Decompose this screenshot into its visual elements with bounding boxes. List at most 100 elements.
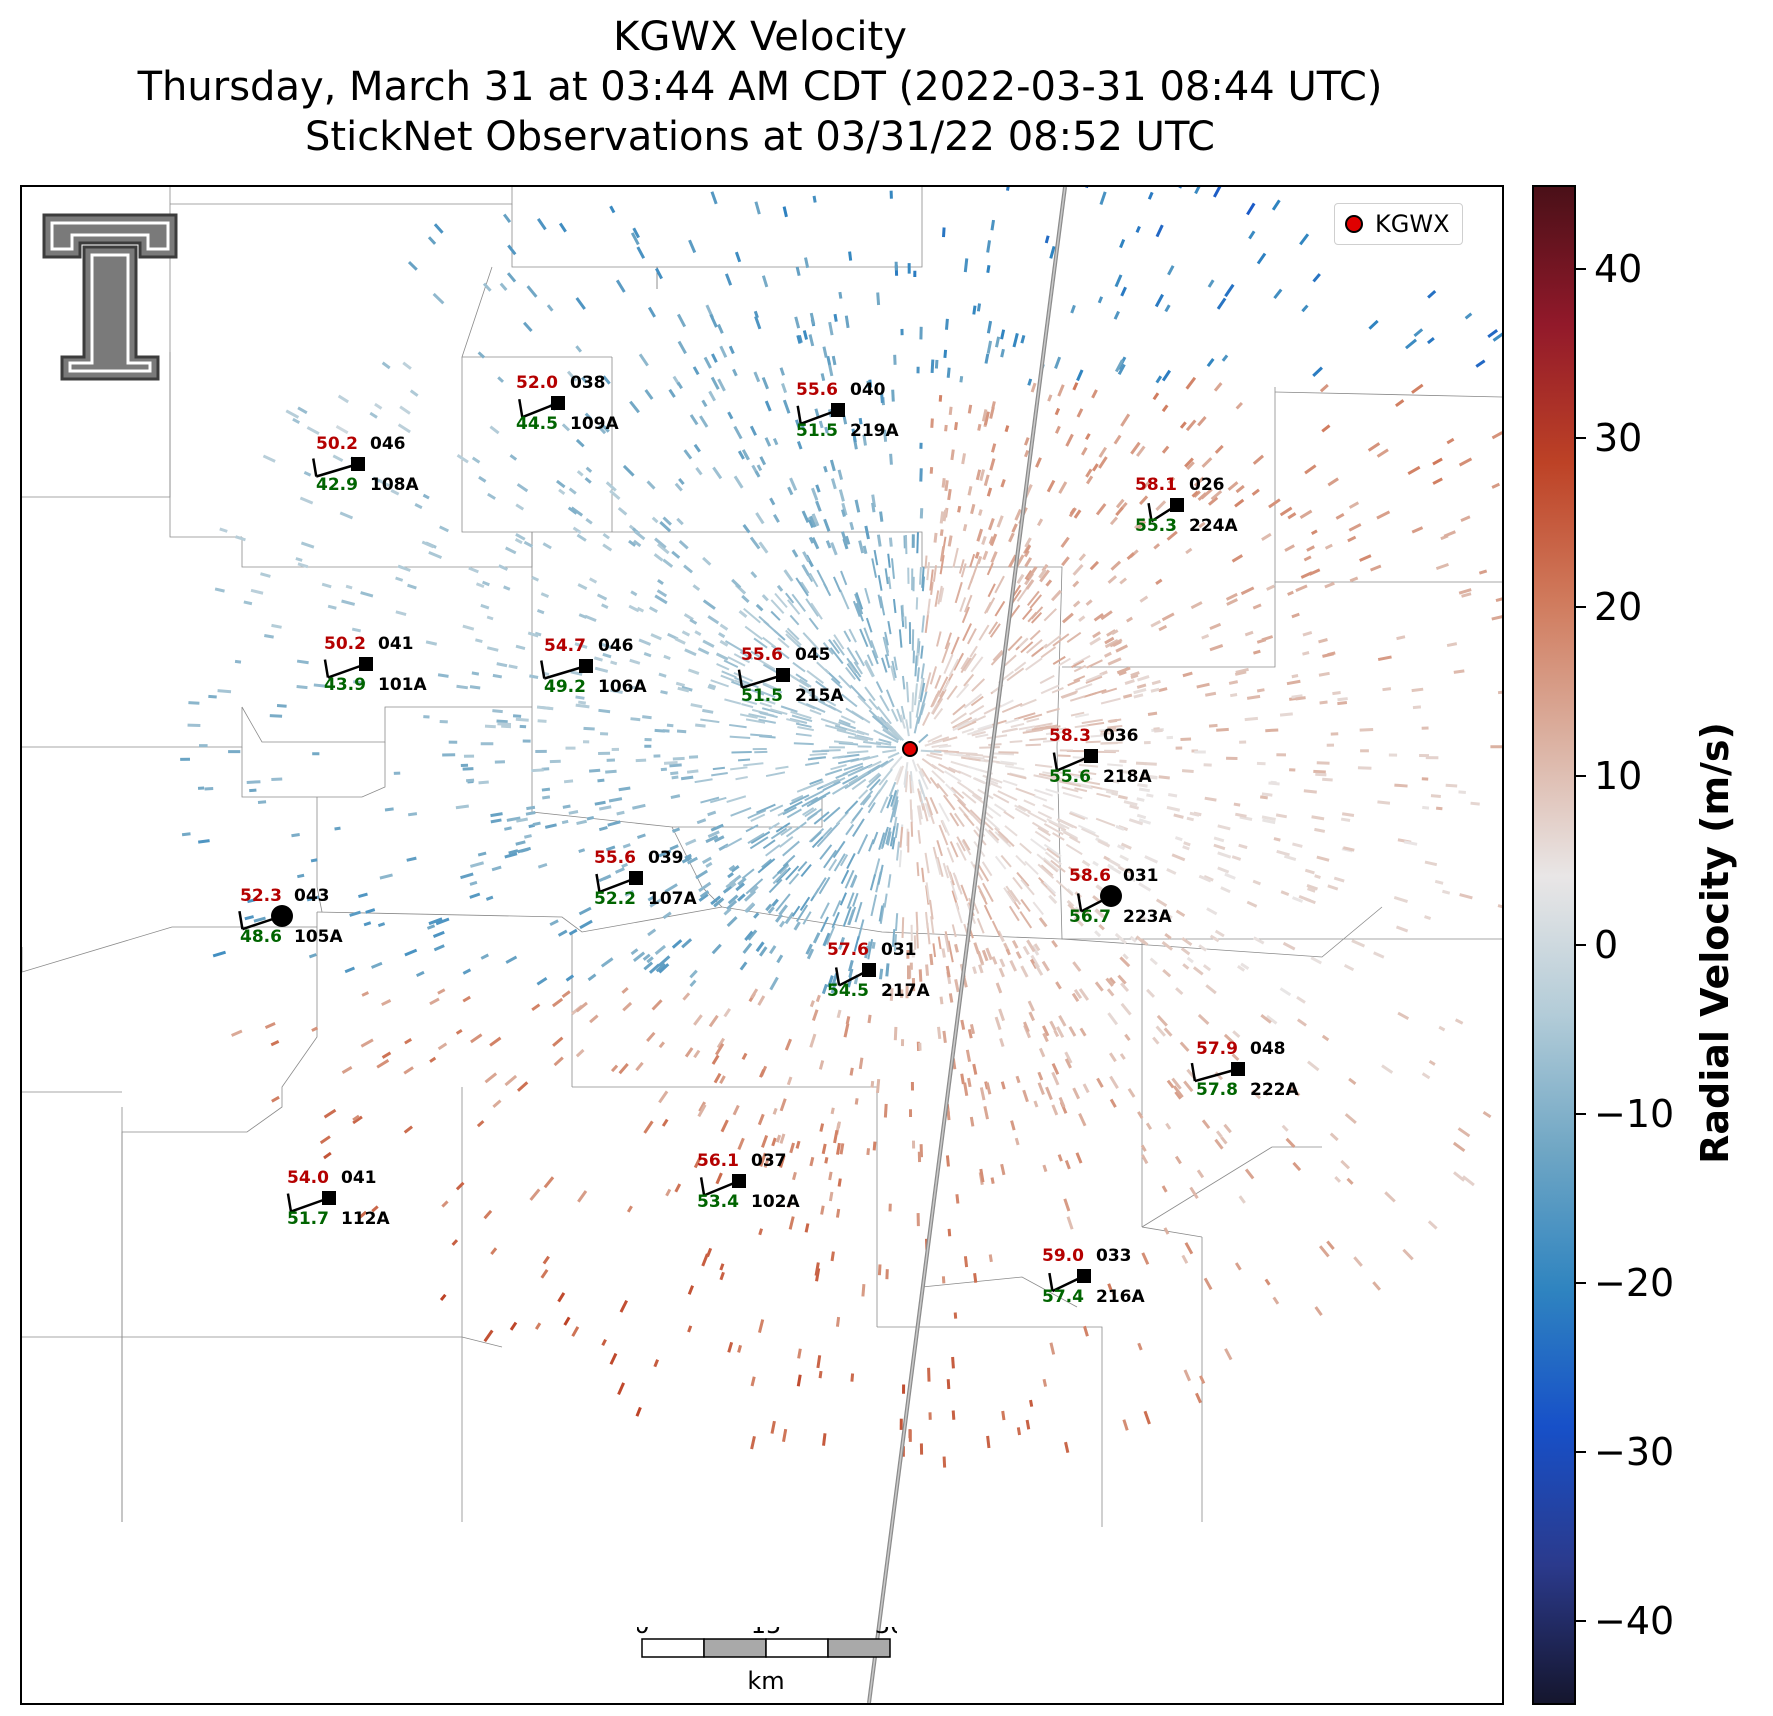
station-id: 108A [370, 475, 419, 495]
title-line-3: StickNet Observations at 03/31/22 08:52 … [305, 114, 1215, 160]
station-marker-icon [1170, 498, 1184, 512]
colorbar-tick-label: −40 [1594, 1598, 1675, 1643]
scale-tick-30: 30 [875, 1627, 897, 1639]
station-marker-icon [271, 905, 293, 927]
colorbar-tick-label: −30 [1594, 1429, 1675, 1474]
station-dew: 52.2 [594, 889, 636, 909]
station-dew: 57.4 [1042, 1287, 1084, 1307]
station-101A[interactable]: 50.2 041 43.9 101A [323, 634, 427, 695]
station-marker-icon [551, 396, 565, 410]
station-id: 101A [378, 675, 427, 695]
station-dew: 57.8 [1196, 1080, 1238, 1100]
title-line-1: KGWX Velocity [613, 14, 907, 60]
station-107A[interactable]: 55.6 039 52.2 107A [594, 848, 697, 909]
station-102A[interactable]: 56.1 037 53.4 102A [697, 1151, 800, 1212]
station-dew: 53.4 [697, 1192, 739, 1212]
station-dew: 42.9 [316, 475, 358, 495]
station-222A[interactable]: 57.9 048 57.8 222A [1190, 1039, 1300, 1100]
station-marker-icon [862, 963, 876, 977]
colorbar-title: Radial Velocity (m/s) [1693, 722, 1737, 1164]
map-legend: KGWX [1334, 203, 1463, 245]
station-marker-icon [351, 457, 365, 471]
station-id: 222A [1250, 1080, 1299, 1100]
station-marker-icon [831, 403, 845, 417]
colorbar: 40 30 20 10 0 −10 −20 −30 −40 Radial Velocity (m… [1530, 183, 1773, 1708]
station-dew: 56.7 [1069, 907, 1111, 927]
scale-tick-15: 15 [751, 1627, 782, 1639]
station-108A[interactable]: 50.2 046 42.9 108A [312, 434, 419, 495]
station-dew: 51.5 [741, 686, 783, 706]
station-dir: 031 [881, 940, 917, 960]
station-dir: 039 [648, 848, 684, 868]
radar-site-dot [902, 741, 918, 757]
station-id: 106A [598, 677, 647, 697]
station-temp: 52.3 [240, 886, 282, 906]
radar-map[interactable]: 50.2 046 42.9 108A 52.0 038 44.5 109A 55.6 040 51.… [20, 185, 1504, 1705]
colorbar-tick [1576, 1281, 1586, 1284]
station-marker-icon [629, 871, 643, 885]
station-marker-icon [1084, 749, 1098, 763]
station-marker-icon [359, 657, 373, 671]
station-219A[interactable]: 55.6 040 51.5 219A [796, 380, 899, 441]
colorbar-tick [1576, 1619, 1586, 1622]
title-line-2: Thursday, March 31 at 03:44 AM CDT (2022… [137, 64, 1383, 110]
chart-title: KGWX Velocity Thursday, March 31 at 03:4… [0, 12, 1520, 162]
colorbar-tick [1576, 268, 1586, 271]
station-id: 112A [341, 1209, 390, 1229]
stations-layer: 50.2 046 42.9 108A 52.0 038 44.5 109A 55.6 040 51.… [238, 373, 1300, 1307]
station-id: 218A [1103, 767, 1152, 787]
station-marker-icon [1077, 1269, 1091, 1283]
station-dew: 48.6 [240, 927, 282, 947]
colorbar-tick-label: −10 [1594, 1091, 1675, 1136]
station-temp: 58.1 [1135, 475, 1177, 495]
station-temp: 58.3 [1049, 726, 1091, 746]
station-id: 223A [1123, 907, 1172, 927]
station-id: 109A [570, 414, 619, 434]
station-dir: 040 [850, 380, 886, 400]
station-112A[interactable]: 54.0 041 51.7 112A [286, 1168, 390, 1229]
station-temp: 52.0 [516, 373, 558, 393]
station-216A[interactable]: 59.0 033 57.4 216A [1042, 1246, 1145, 1307]
scale-tick-0: 0 [637, 1627, 650, 1639]
legend-label: KGWX [1375, 210, 1450, 238]
station-dew: 51.7 [287, 1209, 329, 1229]
colorbar-tick-label: 10 [1594, 754, 1643, 799]
station-temp: 50.2 [324, 634, 366, 654]
station-223A[interactable]: 58.6 031 56.7 223A [1069, 866, 1172, 927]
station-109A[interactable]: 52.0 038 44.5 109A [516, 373, 619, 434]
station-temp: 54.0 [287, 1168, 329, 1188]
station-id: 215A [795, 686, 844, 706]
station-id: 219A [850, 421, 899, 441]
station-dir: 046 [370, 434, 406, 454]
station-dir: 033 [1096, 1246, 1132, 1266]
station-id: 102A [751, 1192, 800, 1212]
colorbar-tick-label: −20 [1594, 1260, 1675, 1305]
station-marker-icon [322, 1191, 336, 1205]
station-dir: 048 [1250, 1039, 1286, 1059]
colorbar-gradient [1532, 185, 1576, 1705]
station-dew: 44.5 [516, 414, 558, 434]
station-215A[interactable]: 55.6 045 51.5 215A [737, 645, 844, 706]
colorbar-tick [1576, 1450, 1586, 1453]
station-temp: 56.1 [697, 1151, 739, 1171]
station-217A[interactable]: 57.6 031 54.5 217A [827, 940, 930, 1001]
scale-bar: 0 15 30 km [637, 1627, 897, 1695]
station-temp: 50.2 [316, 434, 358, 454]
station-218A[interactable]: 58.3 036 55.6 218A [1049, 726, 1152, 787]
station-marker-icon [1231, 1062, 1245, 1076]
station-224A[interactable]: 58.1 026 55.3 224A [1135, 475, 1238, 536]
station-temp: 59.0 [1042, 1246, 1084, 1266]
station-106A[interactable]: 54.7 046 49.2 106A [540, 636, 647, 697]
station-dew: 54.5 [827, 981, 869, 1001]
velocity-field [180, 187, 1502, 1468]
station-dir: 045 [795, 645, 831, 665]
colorbar-tick-label: 40 [1594, 247, 1643, 292]
station-marker-icon [732, 1174, 746, 1188]
station-105A[interactable]: 52.3 043 48.6 105A [238, 886, 343, 947]
scale-unit: km [747, 1667, 784, 1695]
station-dir: 031 [1123, 866, 1159, 886]
colorbar-tick-label: 0 [1594, 923, 1619, 967]
station-dir: 036 [1103, 726, 1139, 746]
texas-tech-double-t-logo [42, 213, 178, 381]
station-dew: 51.5 [796, 421, 838, 441]
